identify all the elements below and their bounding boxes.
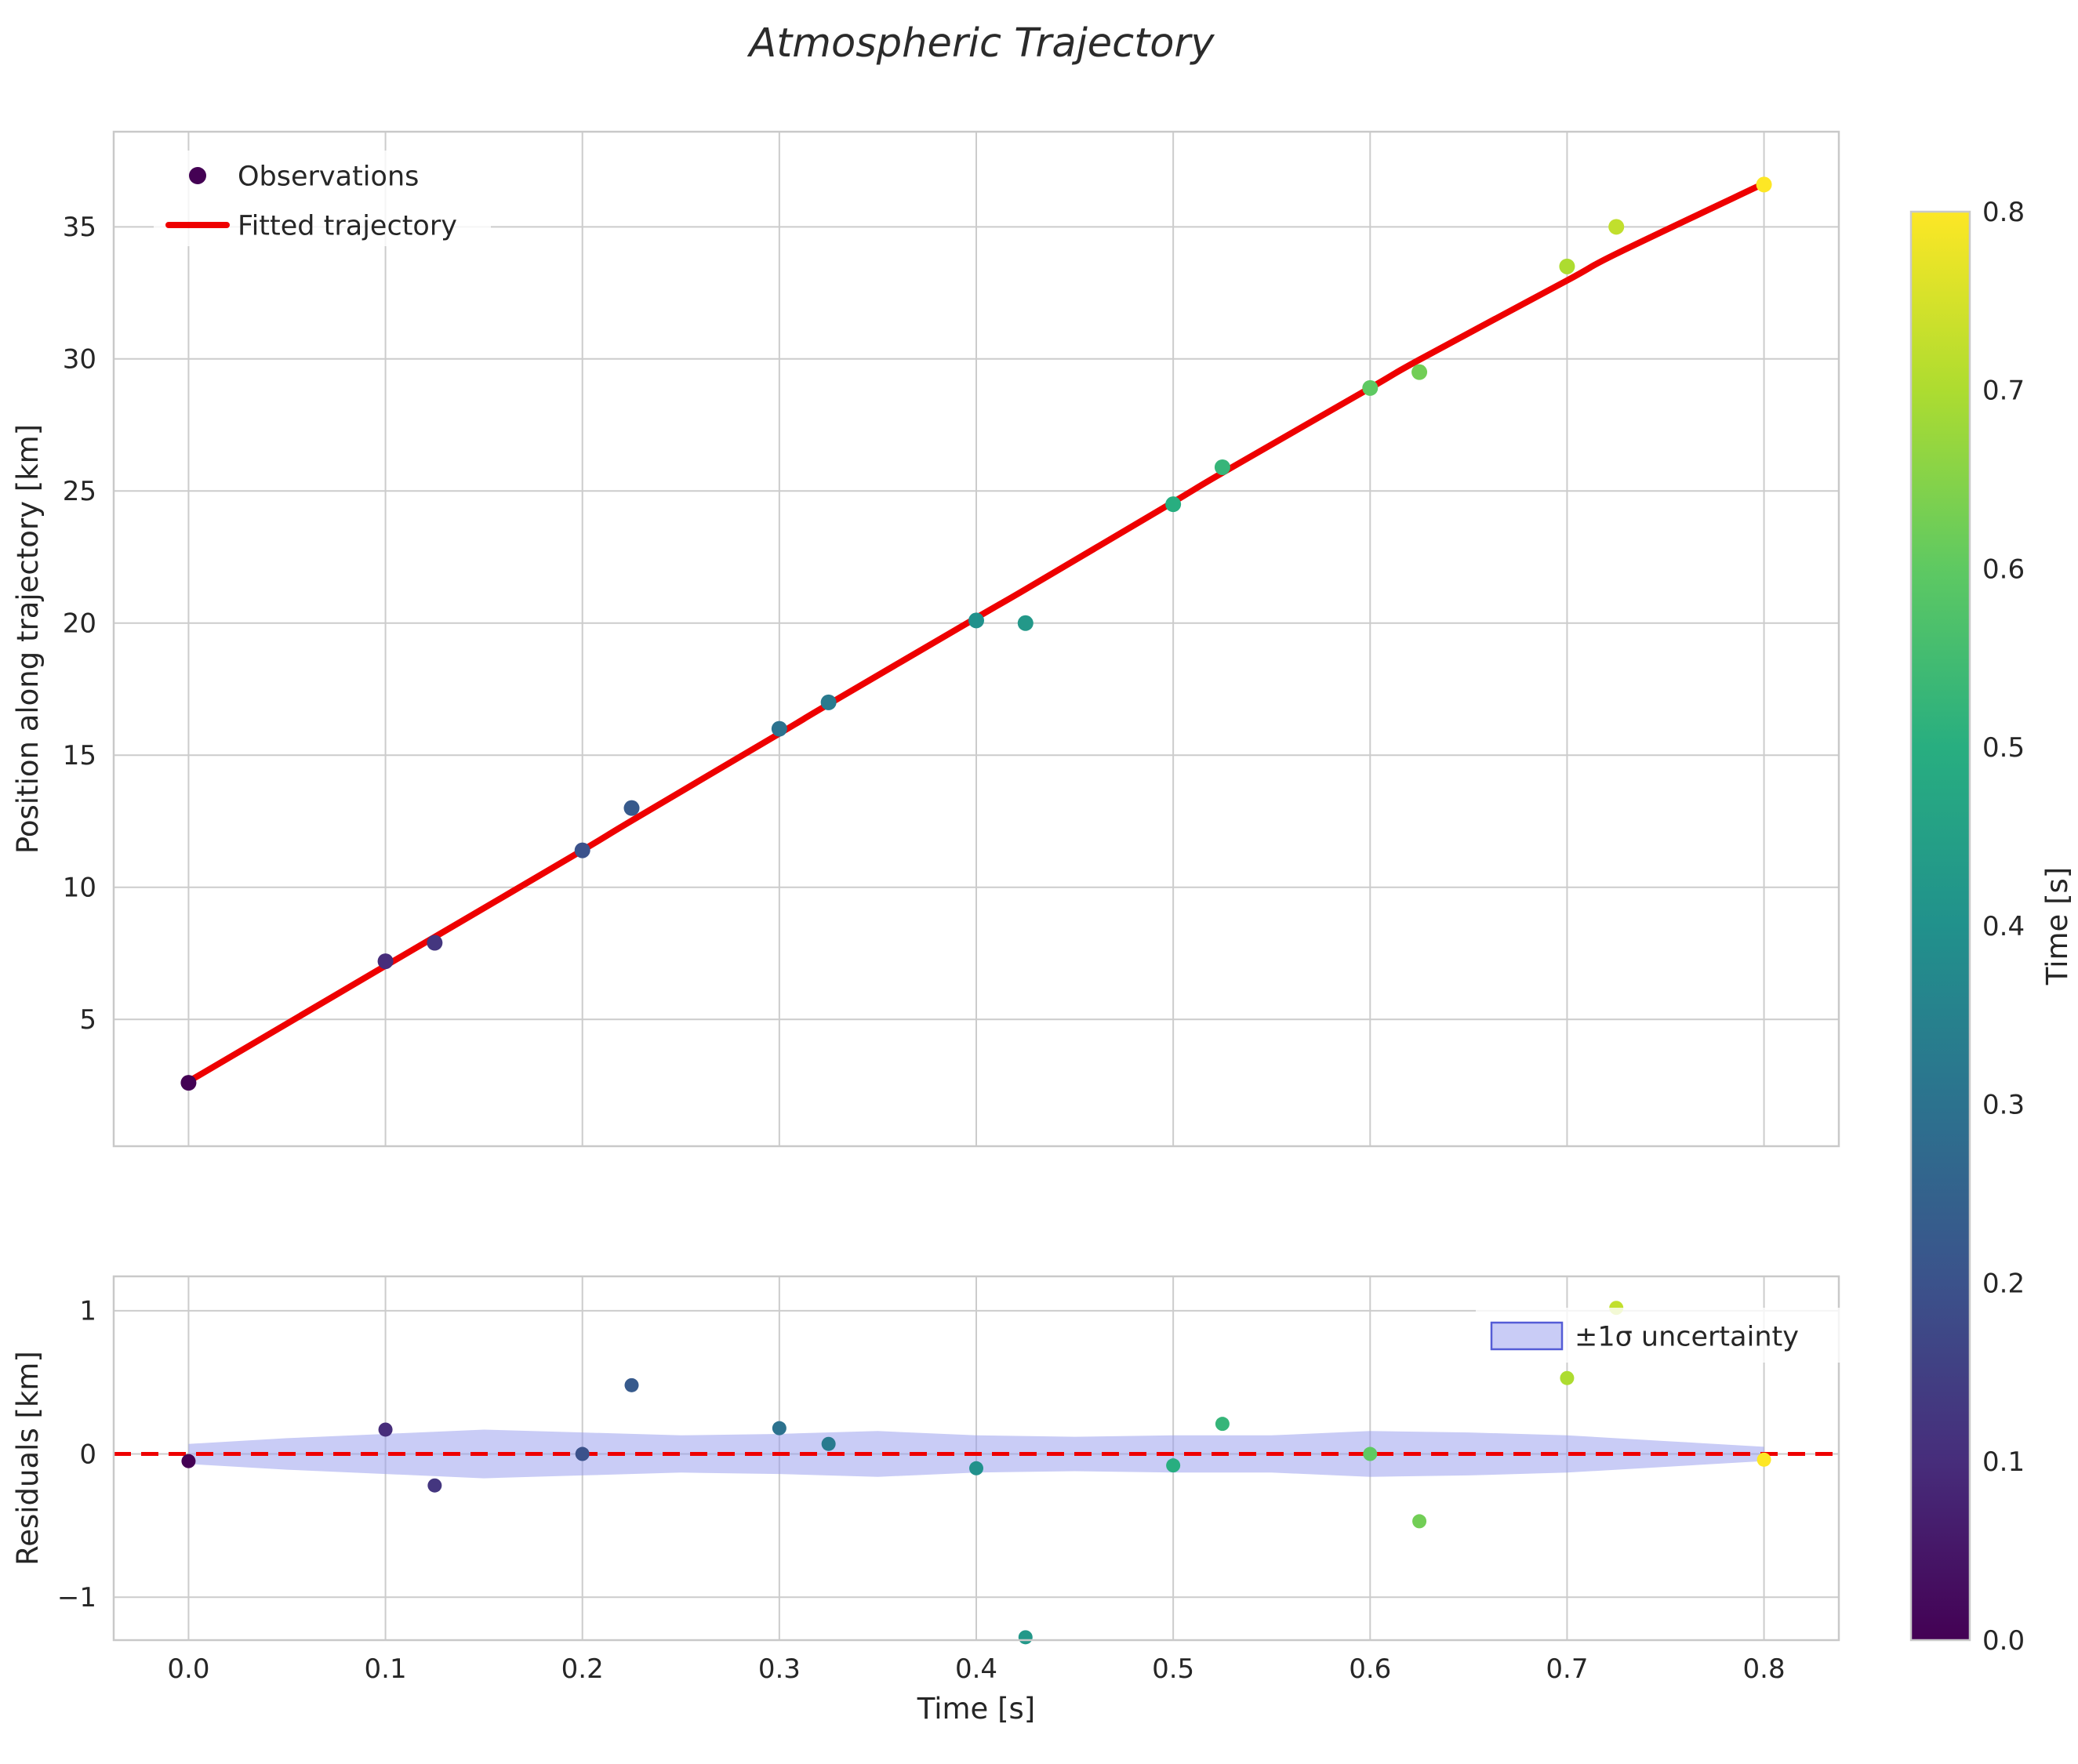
y-tick-label: 35	[63, 212, 96, 243]
x-tick-label: 0.6	[1349, 1653, 1391, 1685]
x-tick-label: 0.2	[561, 1653, 604, 1685]
observations-legend-marker-icon	[189, 167, 206, 184]
observation-point	[1362, 379, 1379, 396]
residual-point	[1412, 1514, 1427, 1529]
uncertainty-legend-patch-icon	[1490, 1321, 1564, 1351]
observation-point	[1559, 258, 1575, 274]
main-y-axis-label: Position along trajectory [km]	[11, 424, 45, 854]
observation-point	[1411, 364, 1428, 380]
observation-point	[820, 694, 837, 710]
observation-points	[180, 176, 1772, 1091]
observation-point	[623, 800, 640, 816]
observation-point	[180, 1075, 197, 1091]
colorbar-gradient	[1911, 212, 1970, 1640]
residual-point	[1363, 1446, 1378, 1461]
colorbar-tick-label: 0.8	[1982, 197, 2025, 228]
y-tick-label: 5	[79, 1004, 96, 1036]
fitted-trajectory-line	[185, 180, 1767, 1085]
colorbar-tick-label: 0.1	[1982, 1446, 2025, 1478]
main-plot: 5 10 15 20 25 30 35 Observations Fitted trajec…	[11, 130, 1840, 1148]
residual-plot: −1 0 1 0.0 0.1 0.2 0.3 0.4 0.5 0.6 0.7 0.8 ±1σ unc…	[11, 1275, 1851, 1726]
observation-point	[1756, 176, 1772, 193]
residual-point	[427, 1478, 442, 1493]
residual-point	[378, 1422, 393, 1437]
uncertainty-legend-label: ±1σ uncertainty	[1575, 1321, 1799, 1352]
y-tick-label: −1	[57, 1582, 96, 1613]
fitted-trajectory-legend-label: Fitted trajectory	[238, 210, 457, 241]
x-tick-label: 0.0	[167, 1653, 209, 1685]
main-y-tick-labels: 5 10 15 20 25 30 35	[63, 212, 96, 1036]
residual-plot-border	[112, 1275, 1840, 1642]
observation-point	[1608, 219, 1625, 235]
y-tick-label: 20	[63, 608, 96, 640]
x-tick-label: 0.5	[1152, 1653, 1194, 1685]
main-legend-background	[154, 151, 491, 246]
residual-point	[1215, 1417, 1230, 1432]
residual-y-tick-labels: −1 0 1	[57, 1296, 96, 1613]
y-tick-label: 15	[63, 740, 96, 771]
colorbar-border	[1909, 210, 1971, 1642]
observation-point	[377, 953, 394, 970]
main-gridlines	[114, 132, 1839, 1146]
observation-point	[968, 612, 984, 629]
y-tick-label: 25	[63, 476, 96, 507]
x-tick-label: 0.1	[365, 1653, 407, 1685]
main-legend: Observations Fitted trajectory	[154, 151, 491, 246]
x-tick-label: 0.7	[1546, 1653, 1588, 1685]
colorbar-label: Time [s]	[2040, 867, 2074, 985]
residual-legend: ±1σ uncertainty	[1476, 1308, 1851, 1363]
observation-point	[1214, 459, 1230, 475]
colorbar-tick-label: 0.5	[1982, 732, 2025, 764]
residual-point	[1018, 1630, 1033, 1645]
residual-point	[1756, 1452, 1771, 1467]
y-tick-label: 10	[63, 873, 96, 904]
colorbar-tick-label: 0.6	[1982, 554, 2025, 585]
residual-point	[181, 1454, 196, 1468]
y-tick-label: 30	[63, 344, 96, 376]
colorbar-tick-labels: 0.0 0.1 0.2 0.3 0.4 0.5 0.6 0.7 0.8	[1982, 197, 2025, 1657]
y-tick-label: 0	[79, 1439, 96, 1470]
residual-point	[1166, 1458, 1181, 1473]
colorbar: 0.0 0.1 0.2 0.3 0.4 0.5 0.6 0.7 0.8 Time [s]	[1909, 197, 2074, 1657]
residual-point	[1560, 1370, 1575, 1385]
colorbar-tick-label: 0.4	[1982, 911, 2025, 942]
residual-point	[772, 1421, 787, 1436]
colorbar-tick-label: 0.7	[1982, 376, 2025, 407]
x-tick-label: 0.8	[1743, 1653, 1786, 1685]
observation-point	[771, 720, 787, 737]
residual-point	[624, 1377, 639, 1392]
residual-point	[969, 1461, 983, 1475]
observation-point	[427, 935, 443, 951]
x-axis-label: Time [s]	[917, 1692, 1035, 1726]
residual-point	[575, 1446, 590, 1461]
x-tick-label: 0.3	[758, 1653, 801, 1685]
observations-legend-label: Observations	[238, 161, 419, 192]
residual-point	[821, 1436, 836, 1451]
main-plot-border	[112, 130, 1840, 1148]
observation-point	[1165, 496, 1182, 513]
y-tick-label: 1	[79, 1296, 96, 1327]
chart-title: Atmospheric Trajectory	[747, 20, 1215, 67]
residual-y-axis-label: Residuals [km]	[11, 1351, 45, 1566]
residual-x-tick-labels: 0.0 0.1 0.2 0.3 0.4 0.5 0.6 0.7 0.8	[167, 1653, 1785, 1685]
observation-point	[574, 842, 590, 858]
x-tick-label: 0.4	[955, 1653, 997, 1685]
observation-point	[1017, 615, 1034, 631]
colorbar-tick-label: 0.0	[1982, 1625, 2025, 1657]
colorbar-tick-label: 0.3	[1982, 1090, 2025, 1121]
colorbar-tick-label: 0.2	[1982, 1268, 2025, 1299]
